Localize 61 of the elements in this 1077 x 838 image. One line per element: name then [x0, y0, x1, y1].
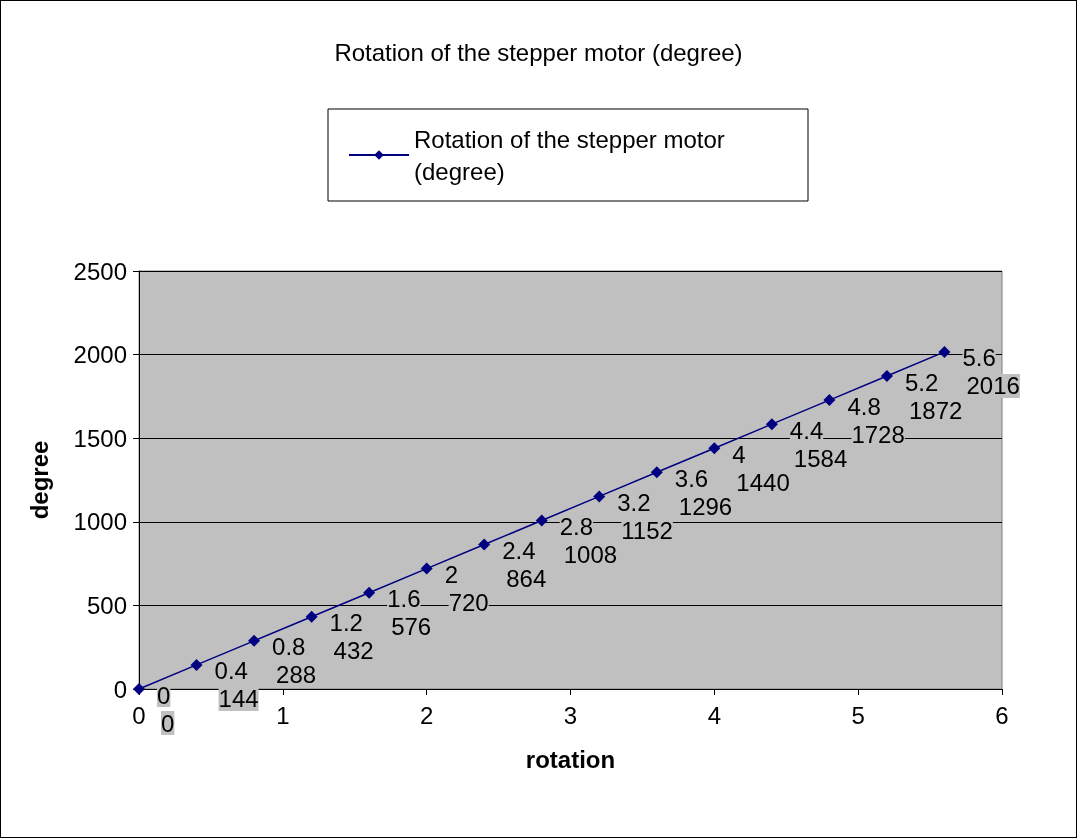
- data-label: 144: [218, 685, 259, 713]
- legend-label: Rotation of the stepper motor (degree): [414, 125, 732, 185]
- point: [190, 658, 203, 671]
- data-label: 1872: [908, 396, 963, 424]
- data-label: 1008: [563, 540, 618, 568]
- annotation: 4: [732, 440, 746, 468]
- point: [823, 394, 836, 407]
- y-tick-label: 2000: [73, 341, 127, 369]
- y-tick-label: 0: [113, 675, 127, 703]
- annotation: 0.8: [272, 633, 306, 661]
- point: [880, 370, 893, 382]
- x-tick-label: 4: [707, 701, 722, 729]
- data-label: 0: [157, 681, 171, 709]
- point: [420, 562, 433, 575]
- annotation: 1.6: [387, 585, 421, 613]
- annotation: 3.2: [617, 488, 651, 516]
- data-label: 864: [506, 565, 547, 593]
- data-label: 720: [448, 589, 489, 617]
- point: [248, 634, 261, 647]
- chart-title: Rotation of the stepper motor (degree): [334, 38, 743, 66]
- annotation: 5.6: [962, 344, 996, 372]
- y-tick-label: 1500: [73, 424, 127, 452]
- x-tick-label: 6: [995, 701, 1009, 729]
- annotation: 4.4: [789, 416, 824, 444]
- data-label: 1440: [736, 468, 790, 496]
- x-tick-label: 5: [851, 701, 865, 729]
- annotation: 3.6: [674, 464, 709, 492]
- point: [765, 418, 778, 431]
- data-label: 1296: [678, 492, 733, 520]
- point: [650, 466, 663, 479]
- data-label: 1584: [793, 444, 848, 472]
- annotation: 1.2: [329, 609, 363, 637]
- point: [708, 442, 721, 455]
- y-tick-label: 2500: [73, 257, 127, 285]
- annotation: 2.4: [502, 537, 536, 565]
- annotation: 5.2: [904, 368, 939, 396]
- y-tick-label: 1000: [73, 508, 127, 536]
- point: [478, 538, 491, 551]
- x-tick-label: 3: [563, 701, 578, 729]
- y-axis-title: degree: [25, 440, 53, 520]
- point: [363, 586, 376, 599]
- data-label: 432: [333, 637, 374, 665]
- data-label: 576: [391, 613, 432, 641]
- annotation: 4.8: [847, 392, 881, 420]
- x-tick-label: 1: [276, 701, 290, 729]
- point: [305, 610, 318, 623]
- x-tick-label: 0: [132, 701, 146, 729]
- point: [535, 514, 548, 527]
- data-label: 2016: [966, 372, 1020, 400]
- annotation: 2: [444, 561, 459, 589]
- point: [938, 345, 951, 358]
- data-label: 1152: [621, 516, 673, 544]
- data-label: 288: [276, 661, 317, 689]
- annotation: 2.8: [559, 512, 594, 540]
- point: [593, 490, 606, 503]
- point: [133, 683, 145, 695]
- annotation: 0.4: [214, 657, 248, 685]
- data-label: 1728: [851, 420, 905, 448]
- x-axis-title: rotation: [525, 745, 616, 773]
- y-tick-label: 500: [86, 591, 127, 619]
- x-tick-label: 2: [419, 701, 434, 729]
